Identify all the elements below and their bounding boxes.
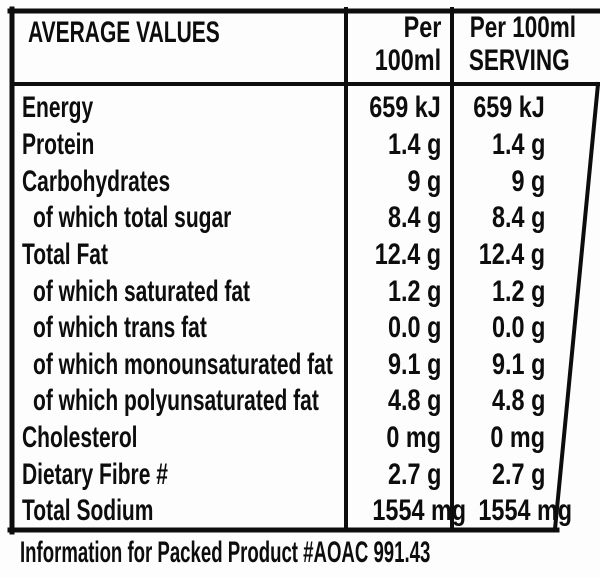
table-row: Dietary Fibre # 2.7 g 2.7 g	[0, 456, 600, 493]
table-row: Total Fat 12.4 g 12.4 g	[0, 237, 600, 274]
per-serving-value: 9.1 g	[491, 347, 545, 381]
per-100ml-value: 12.4 g	[374, 237, 441, 271]
nutrient-label: of which monounsaturated fat	[33, 347, 333, 381]
per-100ml-value: 1.2 g	[387, 274, 441, 308]
per-serving-value: 0.0 g	[491, 311, 545, 345]
per-serving-value: 12.4 g	[478, 237, 545, 271]
per-serving-value: 4.8 g	[491, 384, 545, 418]
header-per-serving-line2: SERVING	[468, 44, 570, 77]
footer-note-text: Information for Packed Product #AOAC 991…	[20, 536, 431, 569]
per-serving-value: 1.2 g	[491, 274, 545, 308]
nutrient-label: Total Fat	[22, 237, 108, 271]
per-100ml-value: 9.1 g	[387, 347, 441, 381]
table-row: of which saturated fat 1.2 g 1.2 g	[0, 273, 600, 310]
header-per-100ml-line1: Per	[403, 11, 441, 44]
per-100ml-value: 8.4 g	[387, 201, 441, 235]
per-100ml-value: 4.8 g	[387, 384, 441, 418]
header-per-serving-line1: Per 100ml	[469, 11, 577, 44]
table-row: Protein 1.4 g 1.4 g	[0, 127, 600, 164]
nutrient-label: of which trans fat	[33, 311, 207, 345]
per-serving-value: 1.4 g	[491, 127, 545, 161]
nutrient-label: Cholesterol	[22, 421, 138, 455]
header-cell-per-100ml-serving: Per 100ml SERVING	[452, 13, 600, 79]
table-body: Energy 659 kJ 659 kJ Protein 1.4 g 1.4 g…	[0, 90, 600, 530]
header-cell-per-100ml: Per 100ml	[346, 13, 452, 79]
table-header: AVERAGE VALUES Per 100ml Per 100ml SERVI…	[0, 13, 600, 79]
per-serving-value: 2.7 g	[491, 457, 545, 491]
table-row: of which total sugar 8.4 g 8.4 g	[0, 200, 600, 237]
nutrient-label: Energy	[22, 91, 94, 125]
header-average-values-label: AVERAGE VALUES	[28, 16, 220, 49]
nutrient-label: Protein	[22, 127, 95, 161]
table-row: Carbohydrates 9 g 9 g	[0, 163, 600, 200]
border-right-slanted	[552, 81, 600, 532]
nutrient-label: of which saturated fat	[33, 274, 251, 308]
header-cell-average-values: AVERAGE VALUES	[0, 13, 346, 79]
header-per-100ml-line2: 100ml	[374, 44, 441, 77]
per-serving-value: 8.4 g	[491, 201, 545, 235]
per-serving-value: 659 kJ	[473, 91, 545, 125]
table-row: Cholesterol 0 mg 0 mg	[0, 420, 600, 457]
per-100ml-value: 0 mg	[386, 421, 441, 455]
table-row: Total Sodium 1554 mg 1554 mg	[0, 493, 600, 530]
nutrient-label: of which polyunsaturated fat	[33, 384, 319, 418]
per-100ml-value: 9 g	[407, 164, 441, 198]
footer-note: Information for Packed Product #AOAC 991…	[20, 538, 600, 574]
per-serving-value: 0 mg	[490, 421, 545, 455]
per-serving-value: 1554 mg	[478, 494, 573, 528]
nutrient-label: Total Sodium	[22, 494, 154, 528]
table-row: Energy 659 kJ 659 kJ	[0, 90, 600, 127]
per-100ml-value: 2.7 g	[387, 457, 441, 491]
table-row: of which monounsaturated fat 9.1 g 9.1 g	[0, 346, 600, 383]
nutrient-label: Dietary Fibre #	[22, 457, 168, 491]
nutrient-label: Carbohydrates	[22, 164, 171, 198]
per-serving-value: 9 g	[511, 164, 545, 198]
nutrient-label: of which total sugar	[33, 201, 232, 235]
table-row: of which polyunsaturated fat 4.8 g 4.8 g	[0, 383, 600, 420]
per-100ml-value: 659 kJ	[369, 91, 441, 125]
table-row: of which trans fat 0.0 g 0.0 g	[0, 310, 600, 347]
per-100ml-value: 1.4 g	[387, 127, 441, 161]
per-100ml-value: 1554 mg	[372, 494, 467, 528]
per-100ml-value: 0.0 g	[387, 311, 441, 345]
